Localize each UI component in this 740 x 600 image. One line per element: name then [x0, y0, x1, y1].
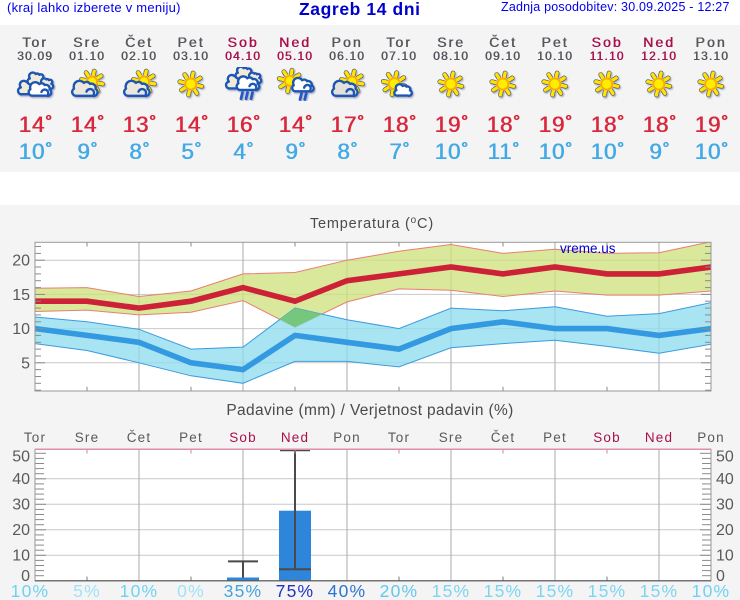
- svg-text:15%: 15%: [484, 581, 523, 600]
- svg-text:20: 20: [716, 522, 734, 539]
- svg-text:40: 40: [12, 471, 30, 488]
- svg-text:20: 20: [12, 522, 30, 539]
- svg-text:20: 20: [12, 253, 30, 270]
- svg-text:10%: 10%: [120, 581, 159, 600]
- svg-text:Temperatura (oC): Temperatura (oC): [310, 215, 434, 232]
- svg-text:15%: 15%: [536, 581, 575, 600]
- svg-text:Sre: Sre: [75, 430, 100, 445]
- svg-text:Tor: Tor: [24, 430, 46, 445]
- svg-text:Čet: Čet: [491, 430, 516, 445]
- svg-text:75%: 75%: [276, 581, 315, 600]
- svg-text:Ned: Ned: [645, 430, 673, 445]
- svg-text:10: 10: [12, 547, 30, 564]
- svg-text:Padavine (mm) / Verjetnost pad: Padavine (mm) / Verjetnost padavin (%): [226, 402, 513, 419]
- svg-text:50: 50: [716, 449, 734, 466]
- svg-text:0: 0: [716, 568, 725, 585]
- svg-text:15%: 15%: [432, 581, 471, 600]
- svg-text:vreme.us: vreme.us: [560, 241, 616, 256]
- svg-text:0: 0: [21, 568, 30, 585]
- svg-text:5: 5: [21, 355, 30, 372]
- svg-text:40: 40: [716, 471, 734, 488]
- svg-text:30: 30: [12, 496, 30, 513]
- svg-text:10%: 10%: [692, 581, 731, 600]
- svg-text:0%: 0%: [177, 581, 205, 600]
- svg-text:Pet: Pet: [179, 430, 203, 445]
- svg-text:20%: 20%: [380, 581, 419, 600]
- svg-text:Ned: Ned: [281, 430, 309, 445]
- svg-text:Čet: Čet: [127, 430, 152, 445]
- svg-text:30: 30: [716, 496, 734, 513]
- svg-text:15%: 15%: [640, 581, 679, 600]
- svg-text:50: 50: [12, 449, 30, 466]
- svg-text:Pet: Pet: [543, 430, 567, 445]
- svg-text:Sob: Sob: [593, 430, 621, 445]
- svg-text:Tor: Tor: [388, 430, 410, 445]
- svg-text:Pon: Pon: [697, 430, 725, 445]
- svg-text:15: 15: [12, 287, 30, 304]
- svg-text:35%: 35%: [224, 581, 263, 600]
- svg-text:10: 10: [12, 321, 30, 338]
- svg-text:10%: 10%: [11, 581, 50, 600]
- svg-text:40%: 40%: [328, 581, 367, 600]
- svg-text:Pon: Pon: [333, 430, 361, 445]
- svg-text:5%: 5%: [73, 581, 101, 600]
- svg-text:Sre: Sre: [439, 430, 464, 445]
- svg-text:10: 10: [716, 547, 734, 564]
- svg-text:Sob: Sob: [229, 430, 257, 445]
- svg-text:15%: 15%: [588, 581, 627, 600]
